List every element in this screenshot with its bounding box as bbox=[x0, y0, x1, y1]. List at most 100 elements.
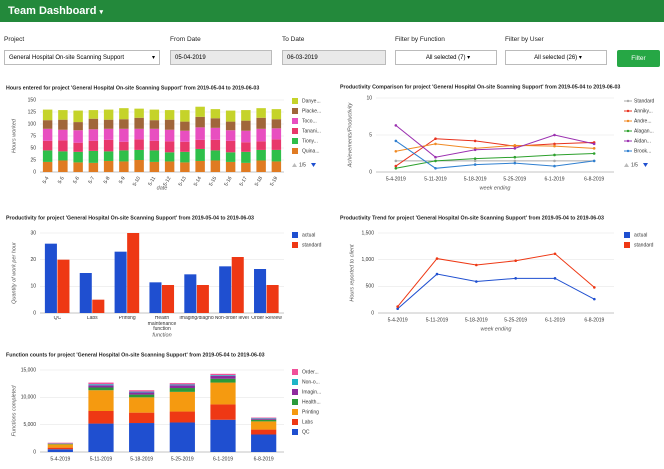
bar-segment bbox=[241, 151, 251, 163]
from-date-input[interactable]: 05-04-2019 bbox=[170, 50, 272, 65]
y-tick-label: 75 bbox=[30, 133, 36, 139]
legend-swatch bbox=[292, 369, 298, 375]
legend-swatch bbox=[292, 399, 298, 405]
y-tick-label: 5,000 bbox=[23, 422, 36, 428]
x-tick-label: 6-1-2019 bbox=[545, 317, 565, 323]
legend-swatch bbox=[292, 128, 298, 134]
bar-segment bbox=[195, 106, 205, 117]
filter-label: Project bbox=[4, 36, 25, 43]
bar-segment bbox=[58, 129, 68, 141]
bar-segment bbox=[251, 429, 277, 435]
bar-segment bbox=[180, 151, 190, 163]
function-dropdown[interactable]: All selected (7) ▾ bbox=[395, 50, 497, 65]
bar-segment bbox=[210, 118, 221, 128]
x-tick-label-box: Order Review bbox=[251, 316, 282, 321]
bar bbox=[196, 285, 209, 313]
bar-segment bbox=[119, 108, 129, 120]
bar-segment bbox=[271, 109, 282, 120]
bar-segment bbox=[169, 422, 195, 452]
bar-segment bbox=[149, 140, 160, 151]
to-date-value: 06-03-2019 bbox=[287, 55, 318, 61]
bar-segment bbox=[88, 387, 114, 391]
bar-segment bbox=[134, 117, 144, 129]
bar-segment bbox=[180, 121, 190, 131]
y-tick-label: 0 bbox=[33, 169, 36, 175]
line-point bbox=[553, 144, 556, 148]
chart-title: Hours entered for project 'General Hospi… bbox=[6, 85, 259, 91]
bar-segment bbox=[42, 120, 53, 129]
y-tick-label: 10 bbox=[366, 95, 372, 101]
legend-swatch bbox=[292, 429, 298, 435]
line-point bbox=[434, 167, 437, 170]
x-tick-label: Health maintenance function bbox=[147, 316, 177, 333]
filter-button[interactable]: Filter bbox=[617, 50, 660, 67]
bar-segment bbox=[210, 376, 236, 379]
line-point bbox=[396, 307, 399, 311]
line-point bbox=[434, 137, 437, 140]
project-select[interactable]: General Hospital On-site Scanning Suppor… bbox=[4, 50, 160, 65]
bar-segment bbox=[210, 382, 236, 405]
legend-label: Toco... bbox=[302, 118, 317, 124]
x-tick-label: 5-4-2019 bbox=[50, 456, 70, 462]
bar-segment bbox=[73, 142, 83, 152]
x-tick-label: 5-11 bbox=[147, 175, 157, 187]
y-tick-label: 100 bbox=[28, 121, 37, 127]
x-tick-label-box: Health maintenance function bbox=[147, 316, 177, 333]
bar-segment bbox=[251, 419, 277, 422]
chart-title: Productivity Comparison for project 'Gen… bbox=[340, 84, 620, 90]
bar-segment bbox=[164, 110, 175, 120]
bar-segment bbox=[134, 108, 144, 118]
bar-segment bbox=[210, 375, 236, 377]
legend-swatch-dot bbox=[626, 109, 630, 113]
bar-segment bbox=[251, 434, 277, 452]
bar-segment bbox=[164, 152, 175, 162]
bar-segment bbox=[73, 162, 83, 172]
bar-segment bbox=[210, 139, 221, 151]
legend-page-down[interactable] bbox=[311, 163, 316, 167]
x-tick-label: 5-11-2019 bbox=[424, 176, 447, 182]
bar-segment bbox=[256, 117, 266, 129]
bar-segment bbox=[164, 141, 175, 153]
filter-label: Filter by Function bbox=[395, 36, 445, 43]
bar-segment bbox=[169, 411, 195, 423]
line-point bbox=[475, 280, 478, 283]
bar-segment bbox=[241, 162, 251, 172]
legend-page-up bbox=[292, 163, 297, 167]
y-tick-label: 1,000 bbox=[361, 257, 374, 263]
bar-segment bbox=[134, 139, 144, 150]
line-point bbox=[553, 142, 556, 146]
line-point bbox=[513, 155, 517, 159]
line-point bbox=[475, 263, 478, 267]
bar-segment bbox=[119, 150, 129, 162]
legend-label: Printing bbox=[302, 409, 319, 415]
x-tick-label: 5-18-2019 bbox=[465, 317, 488, 323]
bar-segment bbox=[88, 162, 99, 172]
bar-segment bbox=[88, 118, 99, 130]
x-axis-title: week ending bbox=[481, 326, 513, 332]
y-axis-title: Hours worked bbox=[11, 118, 17, 153]
bar-segment bbox=[271, 139, 282, 150]
to-date-input[interactable]: 06-03-2019 bbox=[282, 50, 386, 65]
bar-segment bbox=[149, 109, 160, 121]
legend-page-down[interactable] bbox=[643, 163, 648, 167]
bar-segment bbox=[210, 373, 236, 376]
x-tick-label: 5-25-2019 bbox=[171, 456, 194, 462]
bar-segment bbox=[251, 417, 277, 419]
bar-segment bbox=[225, 130, 236, 141]
line-point bbox=[592, 142, 596, 146]
bar-segment bbox=[88, 384, 114, 386]
filter-label: From Date bbox=[170, 36, 201, 43]
from-date-value: 05-04-2019 bbox=[175, 55, 206, 61]
bar-segment bbox=[169, 385, 195, 389]
legend-swatch bbox=[292, 98, 298, 104]
filter-label: Filter by User bbox=[505, 36, 544, 43]
user-dropdown[interactable]: All selected (26) ▾ bbox=[505, 50, 607, 65]
line-point bbox=[553, 164, 556, 168]
x-tick-label: 5-14 bbox=[193, 175, 203, 187]
header-caret[interactable]: ▾ bbox=[99, 9, 104, 16]
header: Team Dashboard ▾ bbox=[0, 0, 664, 22]
bar-segment bbox=[169, 384, 195, 386]
x-tick-label: 5-9 bbox=[118, 175, 127, 184]
y-tick-label: 15,000 bbox=[21, 367, 37, 373]
